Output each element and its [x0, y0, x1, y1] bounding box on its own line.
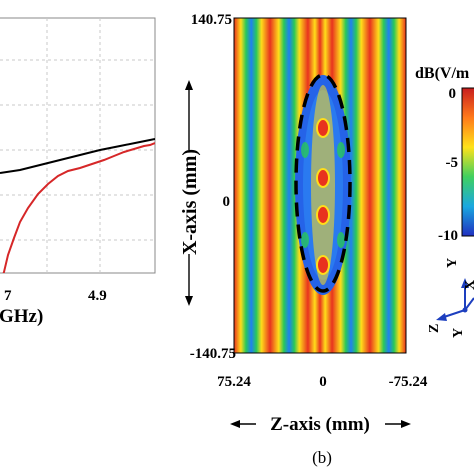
left-plot: 7 4.9 GHz): [0, 17, 156, 327]
colorbar-gradient: [461, 87, 474, 237]
left-plot-frame: [0, 17, 156, 274]
coord-axes-icon: Y X Z Y: [427, 258, 474, 338]
y-axis-arrow-up: [185, 80, 193, 150]
colorbar-tick-0: 0: [449, 86, 457, 102]
left-x-axis-label: GHz): [0, 306, 43, 327]
series-black-line: [0, 138, 155, 174]
colorbar-tick-2: -10: [438, 228, 458, 244]
x-tick-left: 75.24: [217, 374, 251, 390]
y-tick-bottom: -140.75: [190, 346, 236, 362]
left-x-tick-2: 4.9: [88, 288, 107, 304]
x-tick-zero: 0: [319, 374, 327, 390]
left-plot-grid: [0, 18, 155, 273]
dashed-ellipse: [294, 73, 352, 293]
hot-spots: [316, 118, 330, 275]
series-red-line: [2, 142, 155, 273]
y-tick-top: 140.75: [191, 12, 232, 28]
colorbar: dB(V/m 0 -5 -10: [415, 65, 474, 244]
coord-label-x: X: [463, 280, 474, 290]
coord-label-y-top: Y: [445, 258, 460, 268]
y-axis-arrow-down: [185, 254, 193, 306]
coord-label-z: Z: [427, 324, 442, 333]
field-plot: 140.75 0 -140.75 X-axis (mm) 75.24 0 -75…: [179, 12, 428, 467]
coord-label-y-bottom: Y: [451, 328, 466, 338]
y-tick-zero: 0: [223, 194, 231, 210]
field-map: [234, 18, 406, 353]
colorbar-tick-1: -5: [446, 155, 459, 171]
y-axis-label: X-axis (mm): [179, 149, 201, 255]
x-tick-right: -75.24: [389, 374, 428, 390]
x-axis-arrow-right: [385, 420, 411, 428]
colorbar-title: dB(V/m: [415, 65, 470, 82]
x-axis-label: Z-axis (mm): [270, 414, 370, 435]
subfigure-caption: (b): [312, 448, 332, 467]
x-axis-arrow-left: [230, 420, 256, 428]
field-plot-frame: [233, 17, 407, 354]
left-x-tick-1: 7: [4, 288, 12, 304]
